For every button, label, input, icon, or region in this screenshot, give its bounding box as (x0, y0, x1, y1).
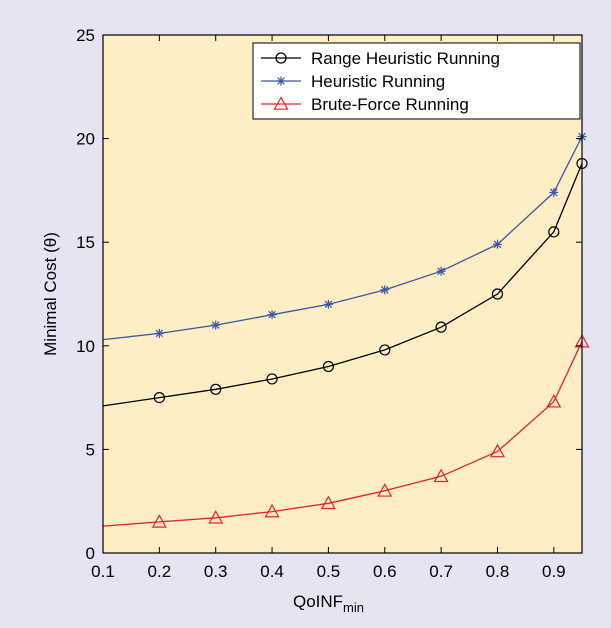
data-point (275, 52, 287, 64)
x-tick-label: 0.1 (91, 562, 115, 581)
data-point (208, 510, 224, 524)
data-point (323, 299, 333, 309)
series-1 (102, 132, 587, 341)
series-line (102, 163, 583, 407)
legend: Range Heuristic Running Heuristic Running… (252, 42, 581, 120)
x-tick-label: 0.7 (429, 562, 453, 581)
y-tick-label: 0 (86, 544, 95, 563)
data-point (546, 394, 562, 408)
data-point (377, 483, 393, 497)
data-point (154, 328, 164, 338)
data-point (489, 443, 505, 458)
data-point (492, 239, 502, 249)
legend-label: Range Heuristic Running (311, 49, 500, 68)
legend-entry: Heuristic Running (261, 72, 445, 91)
x-tick-label: 0.3 (204, 562, 228, 581)
data-point (322, 360, 335, 373)
x-tick-label: 0.2 (148, 562, 172, 581)
data-point (491, 288, 504, 300)
data-point (549, 187, 559, 197)
series-line (102, 341, 583, 527)
data-point (379, 344, 391, 356)
data-point (151, 514, 167, 528)
legend-entry: Brute-Force Running (261, 95, 469, 114)
legend-box (252, 42, 581, 120)
y-tick-label: 5 (86, 440, 95, 459)
x-tick-label: 0.4 (260, 562, 284, 581)
data-point (266, 373, 278, 385)
series-line (102, 136, 583, 341)
data-point (320, 495, 336, 510)
data-point (380, 285, 390, 295)
data-point (210, 383, 222, 395)
data-point (433, 468, 449, 483)
y-tick-label: 10 (76, 337, 95, 356)
data-point (211, 320, 221, 330)
legend-label: Brute-Force Running (311, 95, 469, 114)
data-point (267, 310, 277, 320)
data-point (435, 321, 447, 333)
plot-frame (102, 34, 583, 554)
data-point (276, 76, 286, 86)
y-tick-label: 25 (76, 26, 95, 45)
y-tick-label: 15 (76, 233, 95, 252)
x-tick-label: 0.6 (373, 562, 397, 581)
legend-entry: Range Heuristic Running (261, 49, 500, 68)
data-point (548, 226, 560, 238)
series-0 (102, 157, 588, 407)
data-point (153, 392, 165, 404)
data-point (264, 503, 280, 518)
series-layer (102, 132, 590, 528)
ticks-layer: 0.1 0.2 0.3 0.4 0.5 0.6 0.7 0.8 0.9 0 5 10 15 20 25 (76, 26, 582, 581)
x-axis-label: QoINFmin (293, 592, 364, 615)
legend-label: Heuristic Running (311, 72, 445, 91)
y-axis-label: Minimal Cost (θ) (41, 232, 60, 356)
data-point (436, 266, 446, 276)
x-tick-label: 0.8 (486, 562, 510, 581)
x-tick-label: 0.9 (542, 562, 566, 581)
series-2 (102, 333, 590, 528)
data-point (273, 96, 289, 110)
x-tick-label: 0.5 (317, 562, 341, 581)
y-tick-label: 20 (76, 130, 95, 149)
